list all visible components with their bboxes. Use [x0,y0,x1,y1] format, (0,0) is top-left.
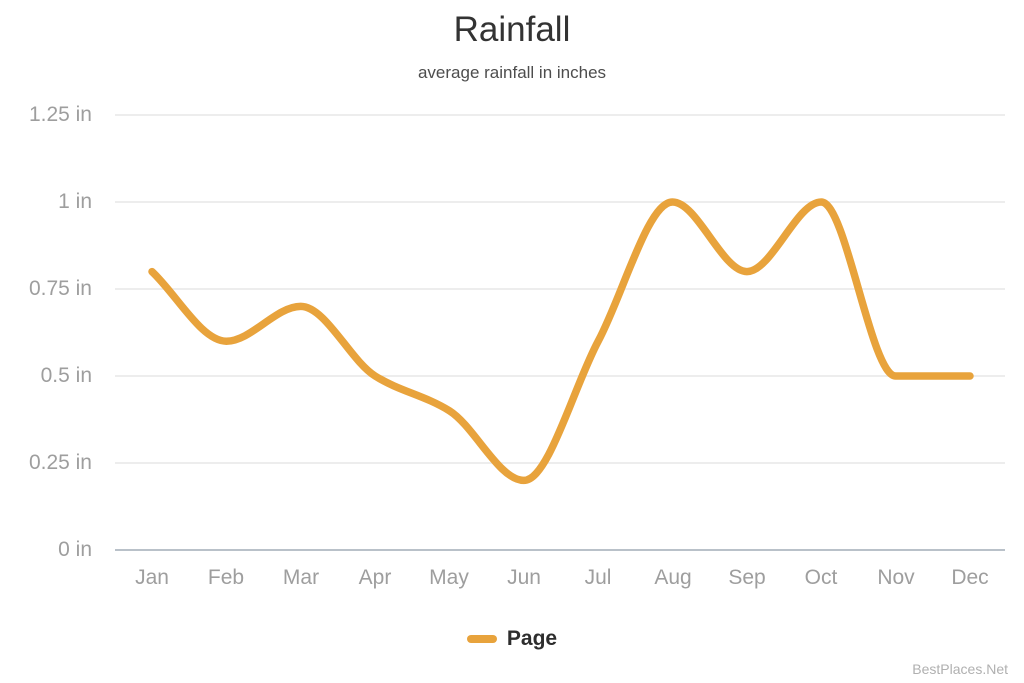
chart-subtitle: average rainfall in inches [417,63,607,82]
x-axis-label: Mar [282,566,320,589]
y-axis-label: 1.25 in [28,103,92,126]
watermark: BestPlaces.Net [912,661,1008,677]
x-axis-label: Apr [358,566,392,589]
x-axis-label: Dec [951,566,989,589]
x-axis-label: Nov [877,566,915,589]
x-axis-label: Jul [584,566,612,589]
series-line-page[interactable] [148,198,974,485]
x-axis-label: Jun [507,566,541,589]
x-axis-label: May [429,566,469,589]
y-axis-label: 0.75 in [28,277,92,300]
x-axis-label: Aug [654,566,692,589]
legend-series-label: Page [506,627,558,650]
legend-line-swatch [466,635,497,643]
x-axis-label: Feb [207,566,245,589]
chart-title: Rainfall [453,10,571,49]
y-axis-label: 0.5 in [40,364,92,387]
y-axis-label: 1 in [58,190,92,213]
x-axis-label: Jan [135,566,169,589]
y-axis-label: 0.25 in [28,451,92,474]
x-axis-label: Oct [804,566,838,589]
legend[interactable]: Page [0,626,1024,652]
y-axis-label: 0 in [58,538,92,561]
x-axis-label: Sep [728,566,766,589]
